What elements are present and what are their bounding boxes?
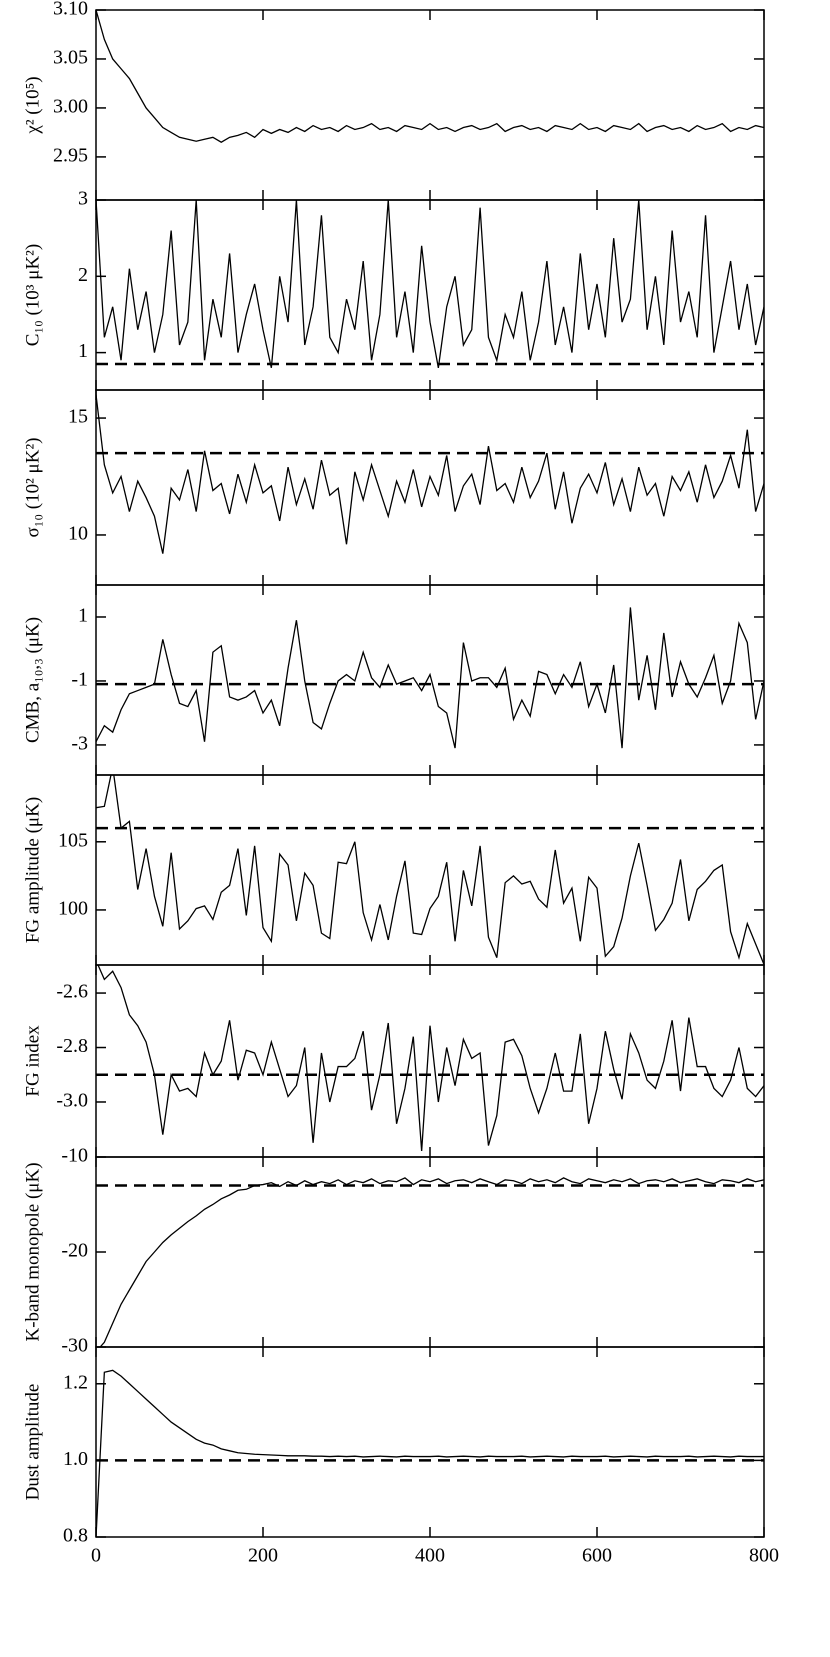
x-tick-label: 800 — [749, 1545, 779, 1567]
y-tick-label: 3.05 — [53, 47, 88, 69]
y-axis-label: Dust amplitude — [22, 1384, 43, 1501]
panel-frame — [95, 1346, 765, 1538]
y-axis-label: CMB, a₁₀,₃ (μK) — [22, 617, 43, 743]
y-tick-label: 3.00 — [53, 96, 88, 118]
trace — [96, 775, 764, 965]
panel-frame — [95, 9, 765, 201]
y-tick-label: 2 — [78, 264, 88, 286]
y-tick-label: 15 — [68, 406, 88, 428]
trace — [96, 394, 764, 554]
x-tick-label: 200 — [248, 1545, 278, 1567]
y-tick-label: -20 — [61, 1240, 88, 1262]
y-tick-label: 100 — [58, 898, 88, 920]
y-tick-label: 1.2 — [63, 1371, 88, 1393]
trace — [96, 10, 764, 143]
y-tick-label: 105 — [58, 829, 88, 851]
panel-frame — [95, 199, 765, 391]
y-tick-label: -3.0 — [56, 1090, 88, 1112]
y-tick-label: 1 — [78, 340, 88, 362]
y-tick-label: -1 — [71, 669, 88, 691]
panel-frame — [95, 389, 765, 586]
y-tick-label: -3 — [71, 733, 88, 755]
trace — [96, 607, 764, 749]
x-tick-label: 600 — [582, 1545, 612, 1567]
y-axis-label: K-band monopole (μK) — [22, 1162, 43, 1341]
y-tick-label: 1 — [78, 605, 88, 627]
y-tick-label: 3 — [78, 188, 88, 210]
y-axis-label: FG amplitude (μK) — [22, 797, 43, 943]
trace — [96, 200, 764, 369]
y-tick-label: 0.8 — [63, 1525, 88, 1547]
y-axis-label: χ² (10⁵) — [22, 76, 43, 134]
y-tick-label: 2.95 — [53, 145, 88, 167]
y-tick-label: -10 — [61, 1145, 88, 1167]
trace — [99, 1177, 764, 1347]
y-tick-label: -2.8 — [56, 1035, 88, 1057]
trace — [96, 1369, 764, 1537]
y-tick-label: 10 — [68, 523, 88, 545]
x-tick-label: 0 — [91, 1545, 101, 1567]
y-axis-label: FG index — [22, 1025, 43, 1097]
trace — [97, 965, 764, 1152]
y-tick-label: -2.6 — [56, 981, 88, 1003]
panel-frame — [95, 584, 765, 776]
y-axis-label: C₁₀ (10³ μK²) — [22, 244, 43, 346]
panel-frame — [95, 774, 765, 966]
x-tick-label: 400 — [415, 1545, 445, 1567]
y-axis-label: σ₁₀ (10² μK²) — [22, 438, 43, 538]
y-tick-label: 3.10 — [53, 0, 88, 20]
y-tick-label: -30 — [61, 1335, 88, 1357]
y-tick-label: 1.0 — [63, 1448, 88, 1470]
